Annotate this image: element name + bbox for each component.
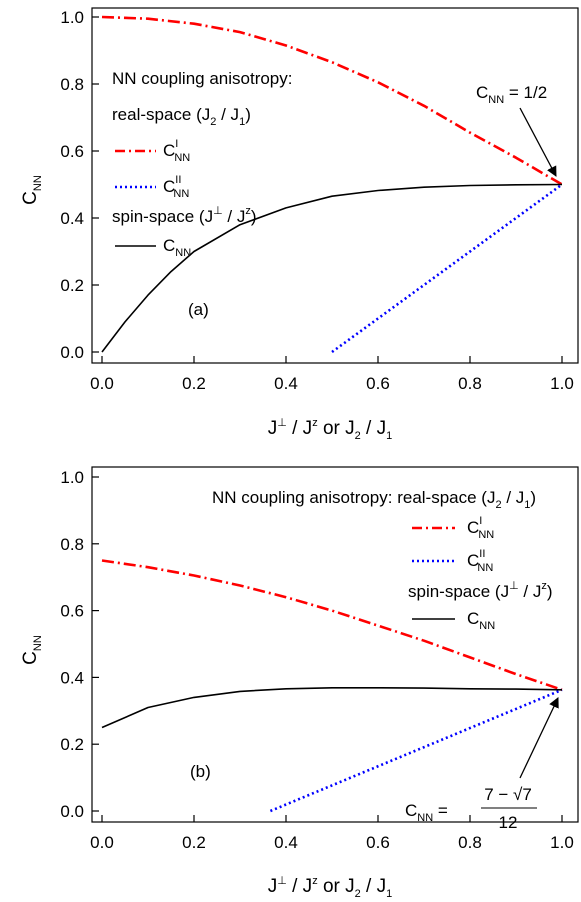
y-tick-label: 0.8	[60, 535, 84, 554]
annotation-denominator: 12	[499, 813, 518, 832]
legend: NN coupling anisotropy: real-space (J2 /…	[212, 488, 553, 632]
annotation-arrow	[519, 107, 557, 177]
legend-label-cI: CI NN	[467, 515, 494, 541]
series-line-cII	[331, 183, 563, 354]
y-tick-label: 0.4	[60, 209, 84, 228]
x-tick-label: 0.8	[458, 374, 482, 393]
legend-subheader-spin: spin-space (J⊥ / Jz)	[112, 205, 257, 226]
x-axis-label: J⊥ / Jz or J2 / J1	[268, 875, 392, 900]
y-tick-label: 1.0	[60, 468, 84, 487]
panel-label: (a)	[188, 300, 209, 319]
panel-label: (b)	[190, 762, 211, 781]
ticks: 0.0 0.2 0.4 0.6 0.8 1.0 0.0 0.2 0.4 0.6 0.8 1.0	[60, 468, 573, 852]
x-axis-label: J⊥ / Jz or J2 / J1	[268, 417, 392, 442]
legend-header: NN coupling anisotropy: real-space (J2 /…	[212, 488, 536, 511]
x-tick-label: 0.6	[366, 374, 390, 393]
legend-label-c: CNN	[163, 236, 191, 259]
series-line-cI	[101, 15, 563, 186]
legend-header: NN coupling anisotropy:	[112, 69, 292, 88]
legend-subheader-spin: spin-space (J⊥ / Jz)	[408, 580, 553, 601]
series-line-c	[101, 183, 563, 353]
y-axis-label: CNN	[20, 175, 44, 205]
annotation-prefix: CNN =	[405, 801, 448, 824]
y-tick-label: 0.4	[60, 668, 84, 687]
y-tick-label: 0.6	[60, 142, 84, 161]
legend-label-cII: CII NN	[467, 548, 493, 574]
y-tick-label: 0.6	[60, 602, 84, 621]
x-tick-label: 0.2	[182, 374, 206, 393]
x-tick-label: 0.4	[274, 833, 298, 852]
annotation-arrow	[519, 697, 559, 779]
x-tick-label: 0.0	[90, 374, 114, 393]
x-tick-label: 1.0	[550, 374, 574, 393]
y-tick-label: 1.0	[60, 8, 84, 27]
x-tick-label: 0.4	[274, 374, 298, 393]
y-tick-label: 0.8	[60, 75, 84, 94]
series-group	[101, 559, 563, 813]
legend: NN coupling anisotropy: real-space (J2 /…	[112, 69, 292, 259]
x-tick-label: 0.8	[458, 833, 482, 852]
series-line-c	[101, 686, 563, 729]
legend-label-c: CNN	[467, 609, 495, 632]
x-tick-label: 0.6	[366, 833, 390, 852]
plot-frame	[91, 466, 579, 823]
x-tick-label: 0.0	[90, 833, 114, 852]
plot-frame	[91, 7, 579, 364]
y-tick-label: 0.2	[60, 735, 84, 754]
annotation: CNN = 1/2	[476, 83, 547, 106]
panel-a: 0.0 0.2 0.4 0.6 0.8 1.0 0.0 0.2 0.4 0.6 0.8 1.0 CNN…	[20, 7, 579, 442]
ticks: 0.0 0.2 0.4 0.6 0.8 1.0 0.0 0.2 0.4 0.6 0.8 1.0	[60, 8, 573, 393]
y-axis-label: CNN	[20, 635, 44, 665]
series-group	[101, 15, 563, 354]
y-tick-label: 0.0	[60, 343, 84, 362]
x-tick-label: 1.0	[550, 833, 574, 852]
legend-label-cII: CII NN	[163, 174, 189, 200]
x-tick-label: 0.2	[182, 833, 206, 852]
legend-subheader-real: real-space (J2 / J1)	[112, 105, 251, 128]
y-tick-label: 0.2	[60, 276, 84, 295]
panel-b: 0.0 0.2 0.4 0.6 0.8 1.0 0.0 0.2 0.4 0.6 0.8 1.0 CNN…	[20, 466, 579, 900]
legend-label-cI: CI NN	[163, 138, 190, 164]
annotation-numerator: 7 − √7	[484, 785, 532, 804]
series-line-cI	[101, 559, 563, 692]
y-tick-label: 0.0	[60, 802, 84, 821]
